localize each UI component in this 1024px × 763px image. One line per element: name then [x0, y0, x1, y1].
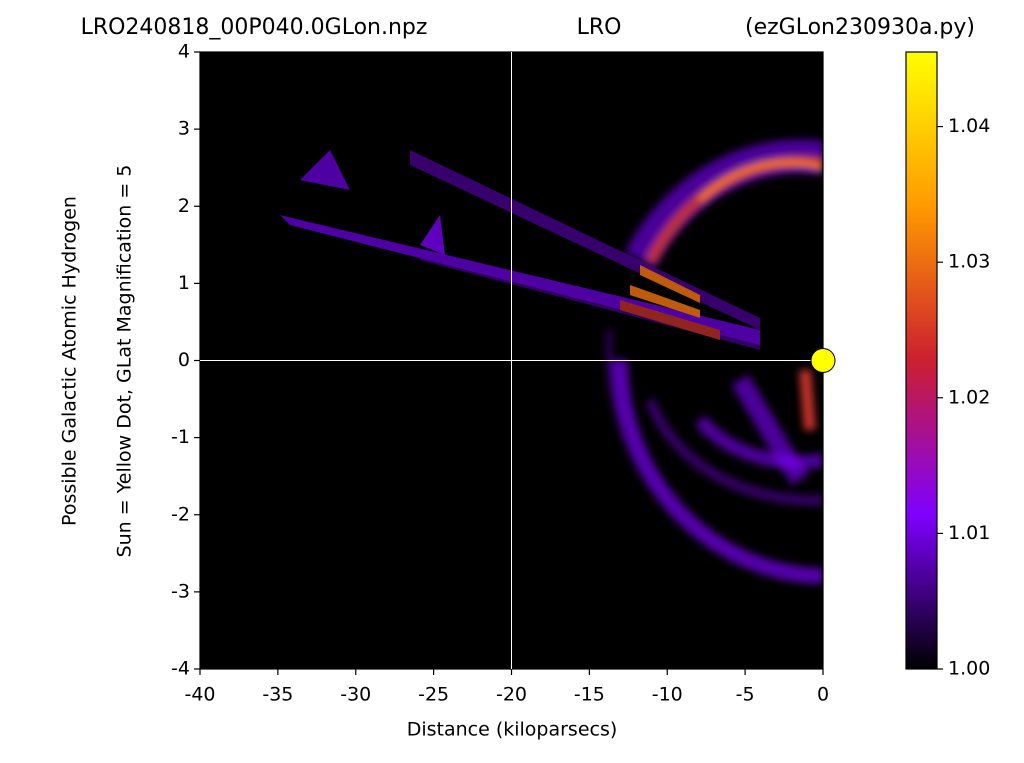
colorbar-tick-label: 1.03 [948, 251, 990, 273]
colorbar-tick-label: 1.00 [948, 658, 990, 680]
y-tick-label: 2 [178, 195, 190, 217]
y-tick-label: -4 [171, 658, 190, 680]
x-tick-label: -30 [340, 684, 371, 706]
x-axis-label: Distance (kiloparsecs) [407, 719, 618, 741]
x-tick-label: -35 [262, 684, 293, 706]
y-tick-label: 3 [178, 118, 190, 140]
colorbar-tick-label: 1.04 [948, 115, 990, 137]
y-tick-label: 0 [178, 349, 190, 371]
x-tick-label: -10 [652, 684, 683, 706]
y-axis-label: Sun = Yellow Dot, GLat Magnification = 5 [114, 165, 136, 558]
x-tick-label: 0 [817, 684, 829, 706]
x-tick-label: -15 [574, 684, 605, 706]
title-right: (ezGLon230930a.py) [745, 15, 975, 40]
y-tick-label: -1 [171, 426, 190, 448]
x-tick-label: -25 [418, 684, 449, 706]
y-tick-label: 4 [178, 41, 190, 63]
x-tick-label: -20 [496, 684, 527, 706]
y-tick-label: -2 [171, 503, 190, 525]
colorbar-tick-label: 1.02 [948, 386, 990, 408]
title-left: LRO240818_00P040.0GLon.npz [81, 15, 428, 40]
x-tick-label: -40 [184, 684, 215, 706]
sun-dot [810, 348, 836, 373]
colorbar-tick-label: 1.01 [948, 522, 990, 544]
y-axis-label: Possible Galactic Atomic Hydrogen [59, 196, 81, 526]
y-tick-label: -3 [171, 580, 190, 602]
x-tick-label: -5 [736, 684, 755, 706]
title-center: LRO [577, 15, 622, 40]
colorbar [905, 51, 938, 670]
y-tick-label: 1 [178, 272, 190, 294]
